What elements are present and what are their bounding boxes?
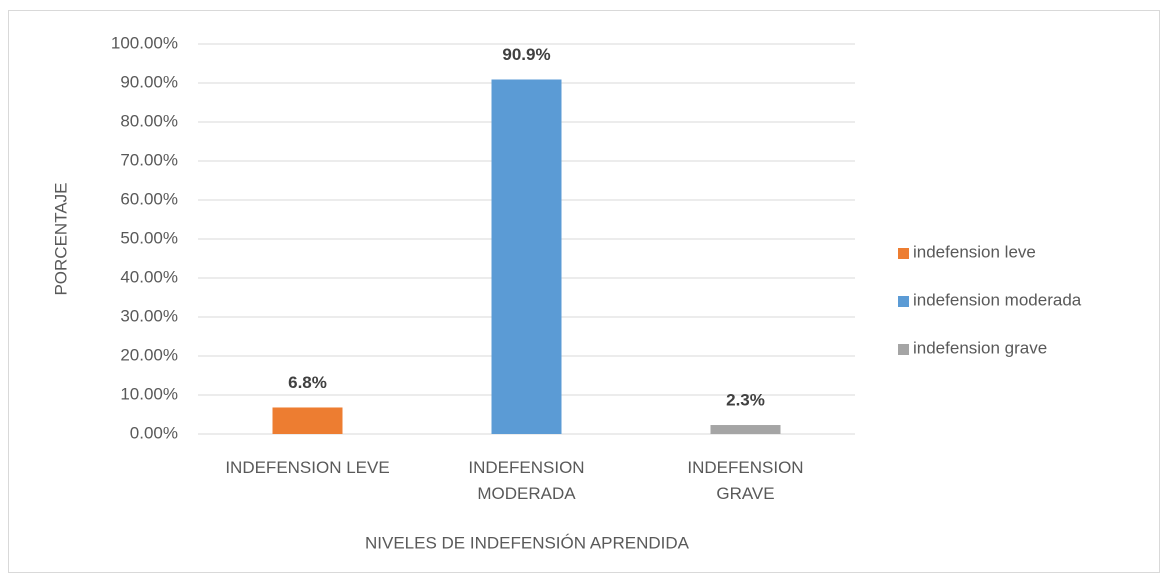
y-tick-label: 60.00% bbox=[120, 189, 178, 208]
x-tick-label: INDEFENSION MODERADA bbox=[468, 458, 585, 503]
y-tick-label: 90.00% bbox=[120, 72, 178, 91]
x-axis-title: NIVELES DE INDEFENSIÓN APRENDIDA bbox=[365, 533, 690, 552]
legend-swatch bbox=[898, 344, 909, 355]
chart-border bbox=[8, 10, 1160, 573]
x-tick-label: INDEFENSION LEVE bbox=[225, 458, 390, 477]
legend-swatch bbox=[898, 296, 909, 307]
data-label: 2.3% bbox=[726, 391, 765, 410]
y-tick-label: 30.00% bbox=[120, 306, 178, 325]
y-tick-label: 80.00% bbox=[120, 111, 178, 130]
legend-label: indefension leve bbox=[913, 242, 1036, 261]
y-tick-label: 20.00% bbox=[120, 345, 178, 364]
y-tick-label: 10.00% bbox=[120, 384, 178, 403]
legend-label: indefension grave bbox=[913, 338, 1047, 357]
legend-swatch bbox=[898, 248, 909, 259]
legend-label: indefension moderada bbox=[913, 290, 1082, 309]
y-tick-label: 40.00% bbox=[120, 267, 178, 286]
y-tick-label: 100.00% bbox=[111, 33, 178, 52]
y-axis-title: PORCENTAJE bbox=[51, 182, 70, 295]
bar bbox=[710, 425, 781, 434]
bar bbox=[491, 79, 562, 435]
x-tick-label: INDEFENSION GRAVE bbox=[687, 458, 804, 503]
y-tick-label: 50.00% bbox=[120, 228, 178, 247]
data-label: 90.9% bbox=[502, 45, 550, 64]
y-tick-label: 70.00% bbox=[120, 150, 178, 169]
y-tick-label: 0.00% bbox=[130, 423, 178, 442]
bar bbox=[272, 407, 343, 434]
data-label: 6.8% bbox=[288, 373, 327, 392]
